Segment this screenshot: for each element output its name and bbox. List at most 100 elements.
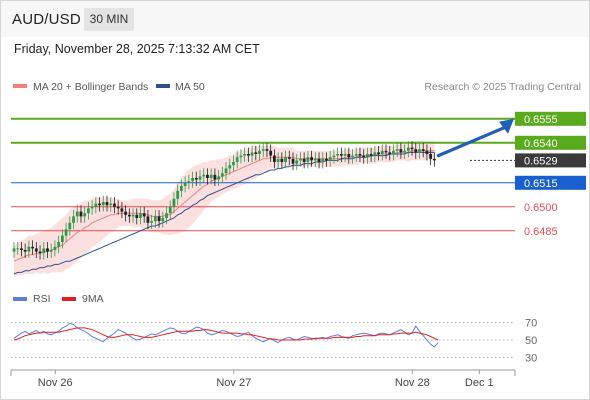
candle-body bbox=[94, 203, 98, 207]
candle bbox=[366, 147, 369, 164]
candle bbox=[87, 202, 90, 220]
candle bbox=[239, 149, 243, 164]
candle-body bbox=[142, 213, 146, 217]
candle-body bbox=[235, 157, 239, 162]
candle-body bbox=[202, 174, 206, 177]
candle-body bbox=[258, 150, 261, 154]
candle bbox=[187, 174, 191, 190]
candle bbox=[46, 242, 49, 258]
candlesticks bbox=[12, 141, 436, 260]
candle-body bbox=[127, 214, 131, 217]
candle bbox=[399, 142, 403, 159]
candle-body bbox=[12, 248, 16, 252]
candle bbox=[354, 147, 358, 162]
candle-body bbox=[232, 162, 235, 166]
candle-body bbox=[254, 152, 258, 154]
time-label-nov-26: Nov 26 bbox=[38, 377, 73, 389]
candle-body bbox=[209, 174, 213, 178]
candle bbox=[243, 147, 247, 162]
candle-body bbox=[120, 208, 124, 212]
candle bbox=[358, 147, 362, 162]
candle bbox=[250, 146, 254, 162]
candle-body bbox=[325, 158, 328, 161]
candle-body bbox=[183, 182, 187, 186]
candle bbox=[299, 152, 302, 167]
candle bbox=[388, 146, 392, 161]
ma50-legend-swatch bbox=[156, 84, 170, 88]
candle bbox=[284, 150, 287, 169]
candle-body bbox=[213, 174, 217, 180]
candle bbox=[180, 179, 183, 198]
candle-body bbox=[347, 154, 351, 158]
candle-body bbox=[53, 246, 57, 250]
candle-body bbox=[432, 158, 436, 161]
candle-body bbox=[150, 221, 154, 223]
candle-body bbox=[265, 149, 269, 151]
bollinger-fill bbox=[14, 141, 435, 278]
candle bbox=[60, 229, 64, 249]
candle bbox=[176, 184, 180, 206]
candle-body bbox=[172, 198, 176, 207]
level-label-0.6555: 0.6555 bbox=[524, 114, 558, 126]
candle bbox=[392, 144, 395, 161]
candle-body bbox=[57, 242, 61, 247]
candle bbox=[94, 197, 98, 214]
candle-body bbox=[168, 206, 172, 214]
candle bbox=[295, 154, 299, 170]
forecast-arrow bbox=[436, 118, 514, 158]
candle bbox=[280, 152, 284, 169]
candle-body bbox=[425, 150, 429, 154]
level-box-0.6555 bbox=[515, 111, 586, 126]
candle-body bbox=[34, 248, 38, 252]
candle bbox=[90, 200, 94, 215]
candle bbox=[120, 202, 124, 218]
candle bbox=[153, 210, 157, 228]
candle-body bbox=[116, 206, 120, 209]
candle-body bbox=[180, 186, 183, 191]
candle bbox=[265, 142, 269, 158]
candle-body bbox=[124, 211, 127, 215]
candle-body bbox=[49, 250, 53, 252]
candle-body bbox=[299, 158, 302, 161]
candle bbox=[313, 152, 317, 167]
candle-body bbox=[380, 150, 384, 154]
candle-body bbox=[395, 149, 399, 151]
candle bbox=[135, 208, 139, 225]
candle-body bbox=[27, 246, 31, 252]
candle-body bbox=[79, 211, 83, 217]
candle-body bbox=[42, 248, 46, 254]
candle bbox=[232, 155, 235, 172]
candle-body bbox=[354, 154, 358, 156]
candle-body bbox=[187, 181, 191, 183]
candle bbox=[287, 150, 291, 166]
candle bbox=[27, 240, 31, 258]
candle-body bbox=[135, 214, 139, 218]
candle bbox=[213, 168, 217, 186]
candle bbox=[254, 146, 258, 161]
ma20-legend-swatch bbox=[13, 84, 27, 88]
candle-body bbox=[113, 203, 116, 207]
candle-body bbox=[165, 213, 168, 218]
candle-body bbox=[90, 206, 94, 209]
candle-body bbox=[20, 248, 23, 250]
candle bbox=[168, 200, 172, 220]
candle-body bbox=[23, 250, 27, 252]
candle bbox=[306, 150, 310, 169]
candle bbox=[75, 205, 79, 223]
candle-body bbox=[146, 216, 150, 223]
candle bbox=[42, 242, 46, 260]
candle bbox=[72, 210, 75, 230]
candle bbox=[124, 205, 127, 222]
candle-body bbox=[60, 235, 64, 242]
candle-body bbox=[64, 229, 68, 236]
candle bbox=[317, 152, 321, 169]
candle-body bbox=[206, 174, 209, 178]
candle bbox=[224, 162, 228, 180]
candle-body bbox=[339, 154, 343, 156]
rsi-line bbox=[13, 322, 439, 348]
datetime-label: Friday, November 28, 2025 7:13:32 AM CET bbox=[14, 42, 260, 56]
candle-body bbox=[153, 216, 157, 222]
candle-body bbox=[31, 246, 34, 249]
interval-button[interactable]: 30 MIN bbox=[84, 8, 134, 31]
